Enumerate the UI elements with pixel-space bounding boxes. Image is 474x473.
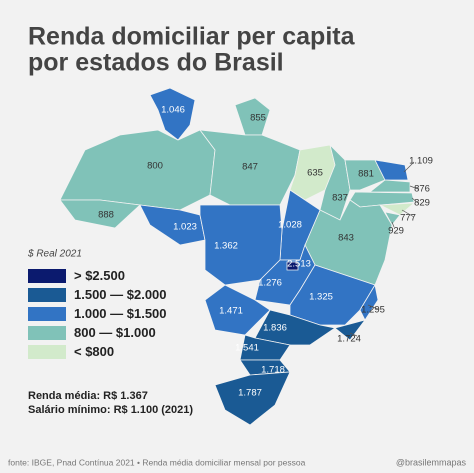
state [234,97,271,136]
state-value: 1.836 [263,323,287,334]
state-value: 1.109 [409,156,433,167]
state-value: 1.471 [219,306,243,317]
stat: Renda média: R$ 1.367 [28,390,148,402]
state [374,159,409,181]
state-value: 1.028 [278,220,302,231]
state-value: 1.362 [214,241,238,252]
legend: > $2.500 1.500 — $2.000 1.000 — $1.500 800 … [28,268,167,359]
legend-swatch [28,307,66,321]
state-value: 1.023 [173,222,197,233]
title-line: por estados do Brasil [28,49,284,77]
state-value: 876 [414,184,430,195]
state-value: 1.724 [337,334,361,345]
legend-swatch [28,288,66,302]
stat: Salário mínimo: R$ 1.100 (2021) [28,404,193,416]
legend-label: > $2.500 [74,268,125,283]
state-value: 829 [414,198,430,209]
state-value: 929 [388,226,404,237]
state [334,319,367,341]
state-value: 855 [250,113,266,124]
state [289,264,376,326]
state-value: 2.513 [287,259,311,270]
legend-label: < $800 [74,344,114,359]
source: fonte: IBGE, Pnad Contínua 2021 • Renda … [8,457,306,467]
state [359,283,379,321]
legend-label: 1.000 — $1.500 [74,306,167,321]
state-value: 847 [242,162,258,173]
map: 1.046 855 800 888 847 635 837 881 1.109 876 829 777… [59,87,433,426]
state-value: 1.718 [261,365,285,376]
state-value: 1.787 [238,388,262,399]
title-line: Renda domiciliar per capita [28,23,356,51]
leader-lines [349,161,419,337]
state-value: 1.325 [309,292,333,303]
state-value: 1.046 [161,105,185,116]
state [378,202,416,216]
state-value: 1.541 [235,343,259,354]
state-value: 635 [307,168,323,179]
legend-label: 800 — $1.000 [74,325,156,340]
state [214,371,291,426]
state-value: 888 [98,210,114,221]
state [286,261,299,271]
legend-swatch [28,269,66,283]
state-value: 1.295 [361,305,385,316]
legend-swatch [28,326,66,340]
state [59,199,141,229]
legend-title: $ Real 2021 [27,249,82,260]
state [199,204,283,286]
state [149,87,196,141]
handle: @brasilemmapas [396,457,467,467]
state [239,334,291,361]
state-value: 881 [358,169,374,180]
state-value: 843 [338,233,354,244]
state [368,179,411,193]
state [59,129,216,211]
state-value: 1.276 [258,278,282,289]
state-value: 837 [332,193,348,204]
state-value: 777 [400,213,416,224]
legend-label: 1.500 — $2.000 [74,287,167,302]
state [344,159,386,191]
state-value: 800 [147,161,163,172]
legend-swatch [28,345,66,359]
